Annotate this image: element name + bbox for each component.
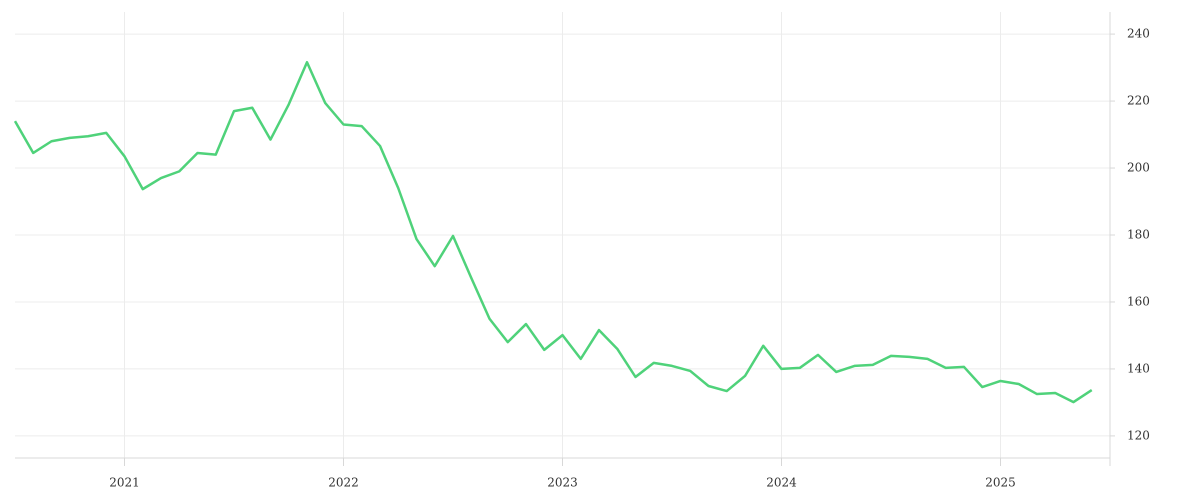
x-tick-label: 2021 (109, 476, 140, 490)
x-tick-label: 2023 (547, 476, 578, 490)
y-tick-label: 240 (1127, 27, 1150, 41)
y-tick-label: 220 (1127, 94, 1150, 108)
x-tick-label: 2022 (328, 476, 359, 490)
y-tick-label: 120 (1127, 428, 1150, 442)
y-tick-label: 200 (1127, 161, 1150, 175)
y-tick-label: 160 (1127, 294, 1150, 308)
x-tick-label: 2024 (766, 476, 797, 490)
y-tick-label: 180 (1127, 228, 1150, 242)
y-tick-label: 140 (1127, 361, 1150, 375)
x-tick-label: 2025 (985, 476, 1016, 490)
data-line (13, 60, 1093, 404)
